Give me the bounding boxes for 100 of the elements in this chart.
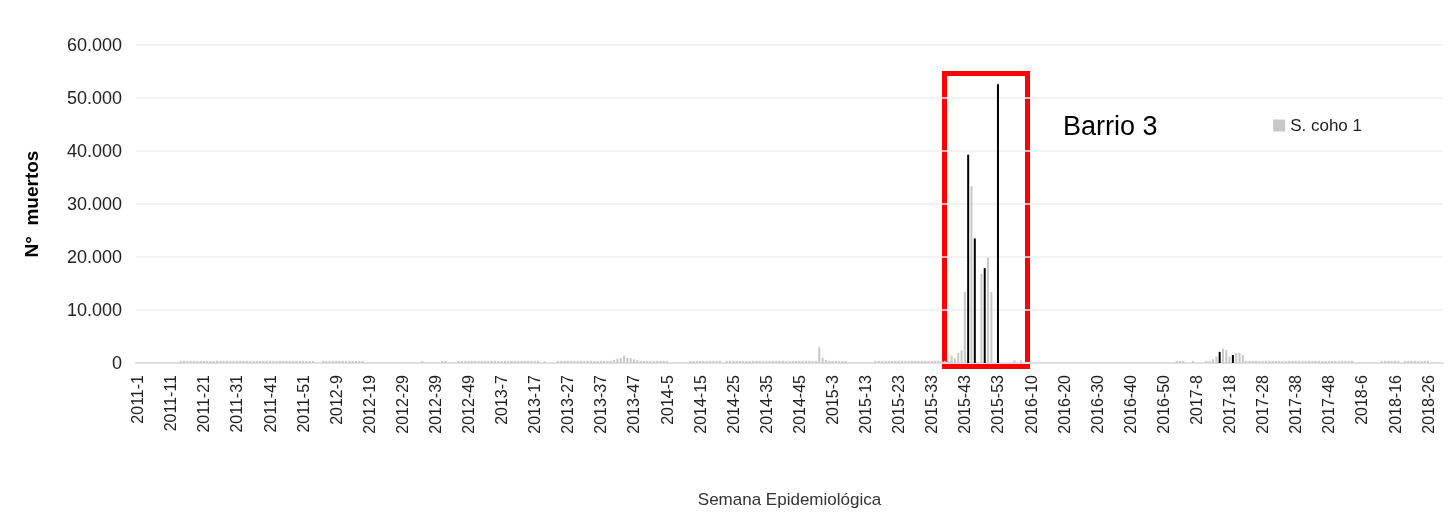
bar [206, 360, 209, 363]
bar [884, 360, 887, 363]
y-axis-title: N° muertos [21, 150, 42, 258]
bar [1413, 360, 1416, 363]
bar [295, 360, 298, 363]
bar [484, 360, 487, 363]
bar [877, 360, 880, 363]
bar [596, 360, 599, 363]
x-tick-label: 2011-41 [261, 374, 279, 433]
bar [980, 273, 983, 363]
bar [821, 357, 824, 363]
bar [656, 360, 659, 363]
bar [940, 360, 943, 363]
x-tick-label: 2015-43 [956, 374, 974, 434]
bar [444, 360, 447, 363]
x-tick-label: 2016-10 [1022, 374, 1040, 434]
bar [288, 360, 291, 363]
bar [606, 360, 609, 363]
x-tick-label: 2016-30 [1088, 374, 1106, 434]
bar [580, 360, 583, 363]
bar [1304, 360, 1307, 363]
bar [712, 360, 715, 363]
bar [421, 360, 424, 363]
bar [894, 360, 897, 363]
x-tick-label: 2017-8 [1187, 374, 1205, 425]
bar [216, 360, 219, 363]
bar [709, 360, 712, 363]
bar [791, 360, 794, 363]
bar [629, 358, 632, 363]
bar [636, 359, 639, 363]
bar [209, 360, 212, 363]
bar [1205, 360, 1208, 363]
bar [1403, 360, 1406, 363]
bar [1175, 360, 1178, 363]
bar [1225, 349, 1228, 363]
bar [838, 360, 841, 363]
x-tick-label: 2012-29 [393, 374, 411, 434]
bar [1258, 360, 1261, 363]
x-tick-label: 2012-49 [460, 374, 478, 434]
bar [996, 84, 999, 363]
bar [1192, 360, 1195, 363]
bar [927, 360, 930, 363]
bar [632, 359, 635, 363]
bar [702, 360, 705, 363]
bar [662, 360, 665, 363]
y-tick-label: 0 [111, 353, 122, 373]
bar [523, 360, 526, 363]
bar [1238, 352, 1241, 363]
bar [1013, 360, 1016, 363]
x-tick-label: 2011-31 [228, 374, 246, 433]
bar [1307, 360, 1310, 363]
bar [781, 360, 784, 363]
x-tick-label: 2012-9 [327, 374, 345, 425]
bar [831, 360, 834, 363]
x-tick-label: 2017-28 [1254, 374, 1272, 434]
bar [189, 360, 192, 363]
bar [358, 360, 361, 363]
bar [560, 360, 563, 363]
bar [1215, 356, 1218, 363]
bar [1020, 360, 1023, 363]
bar [345, 360, 348, 363]
bar [1397, 360, 1400, 363]
bar [798, 360, 801, 363]
bar [1264, 360, 1267, 363]
bar [265, 360, 268, 363]
bar [312, 360, 315, 363]
bar [715, 360, 718, 363]
bar [788, 360, 791, 363]
bar [957, 352, 960, 363]
bar [1284, 360, 1287, 363]
bar [695, 360, 698, 363]
x-tick-label: 2015-33 [923, 374, 941, 434]
bar [719, 360, 722, 363]
bar [282, 360, 285, 363]
bar [745, 360, 748, 363]
bar [930, 360, 933, 363]
x-tick-label: 2012-39 [426, 374, 444, 434]
bar [775, 360, 778, 363]
bar [689, 360, 692, 363]
bar [1248, 360, 1251, 363]
bar [474, 360, 477, 363]
bar [1384, 360, 1387, 363]
y-tick-label: 60.000 [66, 35, 122, 55]
bar [1347, 360, 1350, 363]
x-tick-label: 2016-20 [1055, 374, 1073, 434]
bar [920, 360, 923, 363]
bar [179, 360, 182, 363]
bar [1271, 360, 1274, 363]
x-tick-label: 2014-45 [790, 374, 808, 434]
bar [1410, 360, 1413, 363]
bar [457, 360, 460, 363]
y-tick-label: 20.000 [66, 247, 122, 267]
bar [934, 360, 937, 363]
bar [278, 360, 281, 363]
bar [1182, 360, 1185, 363]
bar [874, 360, 877, 363]
bar [338, 360, 341, 363]
bar [785, 360, 788, 363]
bar [1274, 360, 1277, 363]
bar [583, 360, 586, 363]
